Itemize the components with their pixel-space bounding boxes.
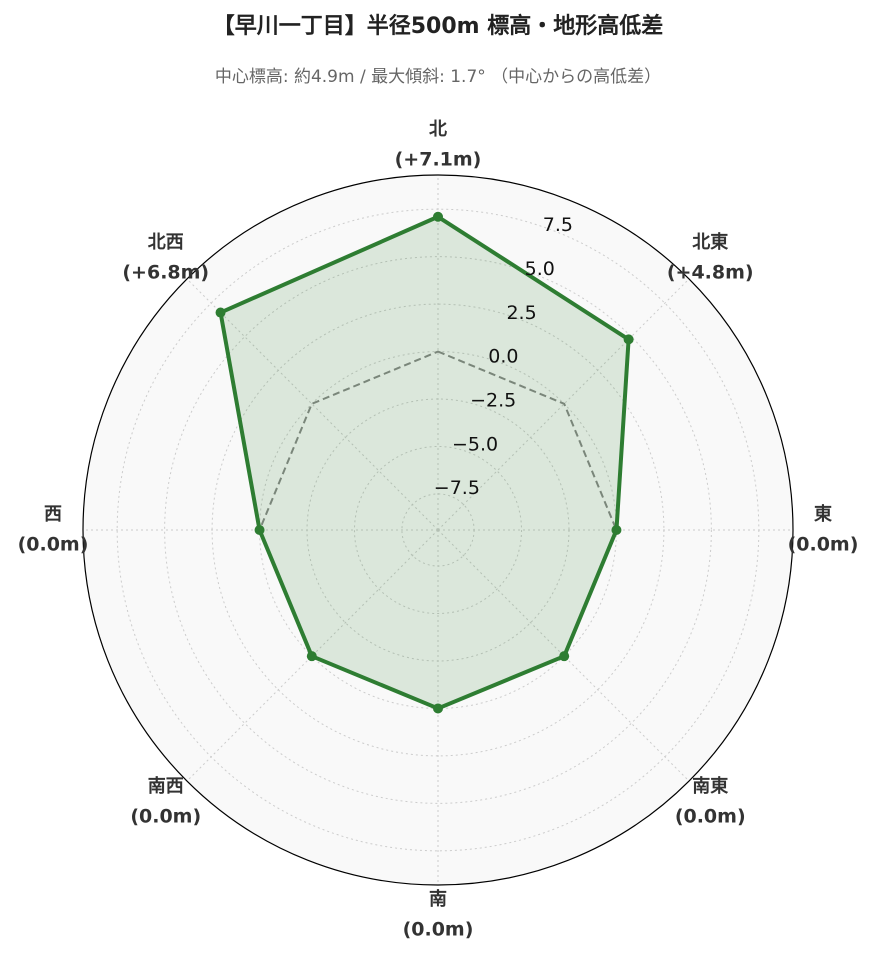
category-label: 北西 [148,232,184,253]
data-point [611,525,622,535]
r-tick-label: 2.5 [506,302,536,324]
category-label: 北 [429,119,447,140]
r-tick-label: −2.5 [470,389,516,411]
chart-title: 【早川一丁目】半径500m 標高・地形高低差 [213,13,664,39]
data-point [559,651,570,662]
value-label: (+4.8m) [667,261,754,283]
category-label: 南 [429,888,447,910]
plot-border [82,174,794,886]
value-label: (+7.1m) [395,149,482,171]
category-label: 南東 [692,775,728,797]
grid-spoke [437,278,690,531]
data-point [254,525,265,535]
value-label: (0.0m) [788,534,859,556]
data-point [623,334,634,345]
value-label: (0.0m) [18,534,89,556]
data-point [433,703,443,714]
chart-subtitle: 中心標高: 約4.9m / 最大傾斜: 1.7° （中心からの高低差） [215,67,661,87]
category-label: 南西 [148,775,184,797]
category-label: 西 [44,504,62,525]
grid-circle [164,256,712,804]
grid-spoke [186,278,439,531]
value-label: (0.0m) [675,806,746,828]
data-point [433,211,443,222]
value-label: (0.0m) [130,806,201,828]
value-label: (+6.8m) [122,261,209,283]
r-tick-label: −7.5 [434,477,480,499]
series-area [220,216,629,709]
data-point [306,651,317,662]
grid-spoke [437,529,690,782]
r-tick-label: −5.0 [452,433,498,455]
grid-circle [353,445,523,615]
r-tick-label: 0.0 [488,346,518,368]
category-label: 北東 [692,231,728,253]
data-point [215,307,226,318]
value-label: (0.0m) [403,919,474,941]
r-tick-label: 7.5 [543,214,573,236]
reference-line [258,350,618,710]
grid-spoke [186,529,439,782]
r-tick-label: 5.0 [525,258,555,280]
category-label: 東 [814,503,832,525]
